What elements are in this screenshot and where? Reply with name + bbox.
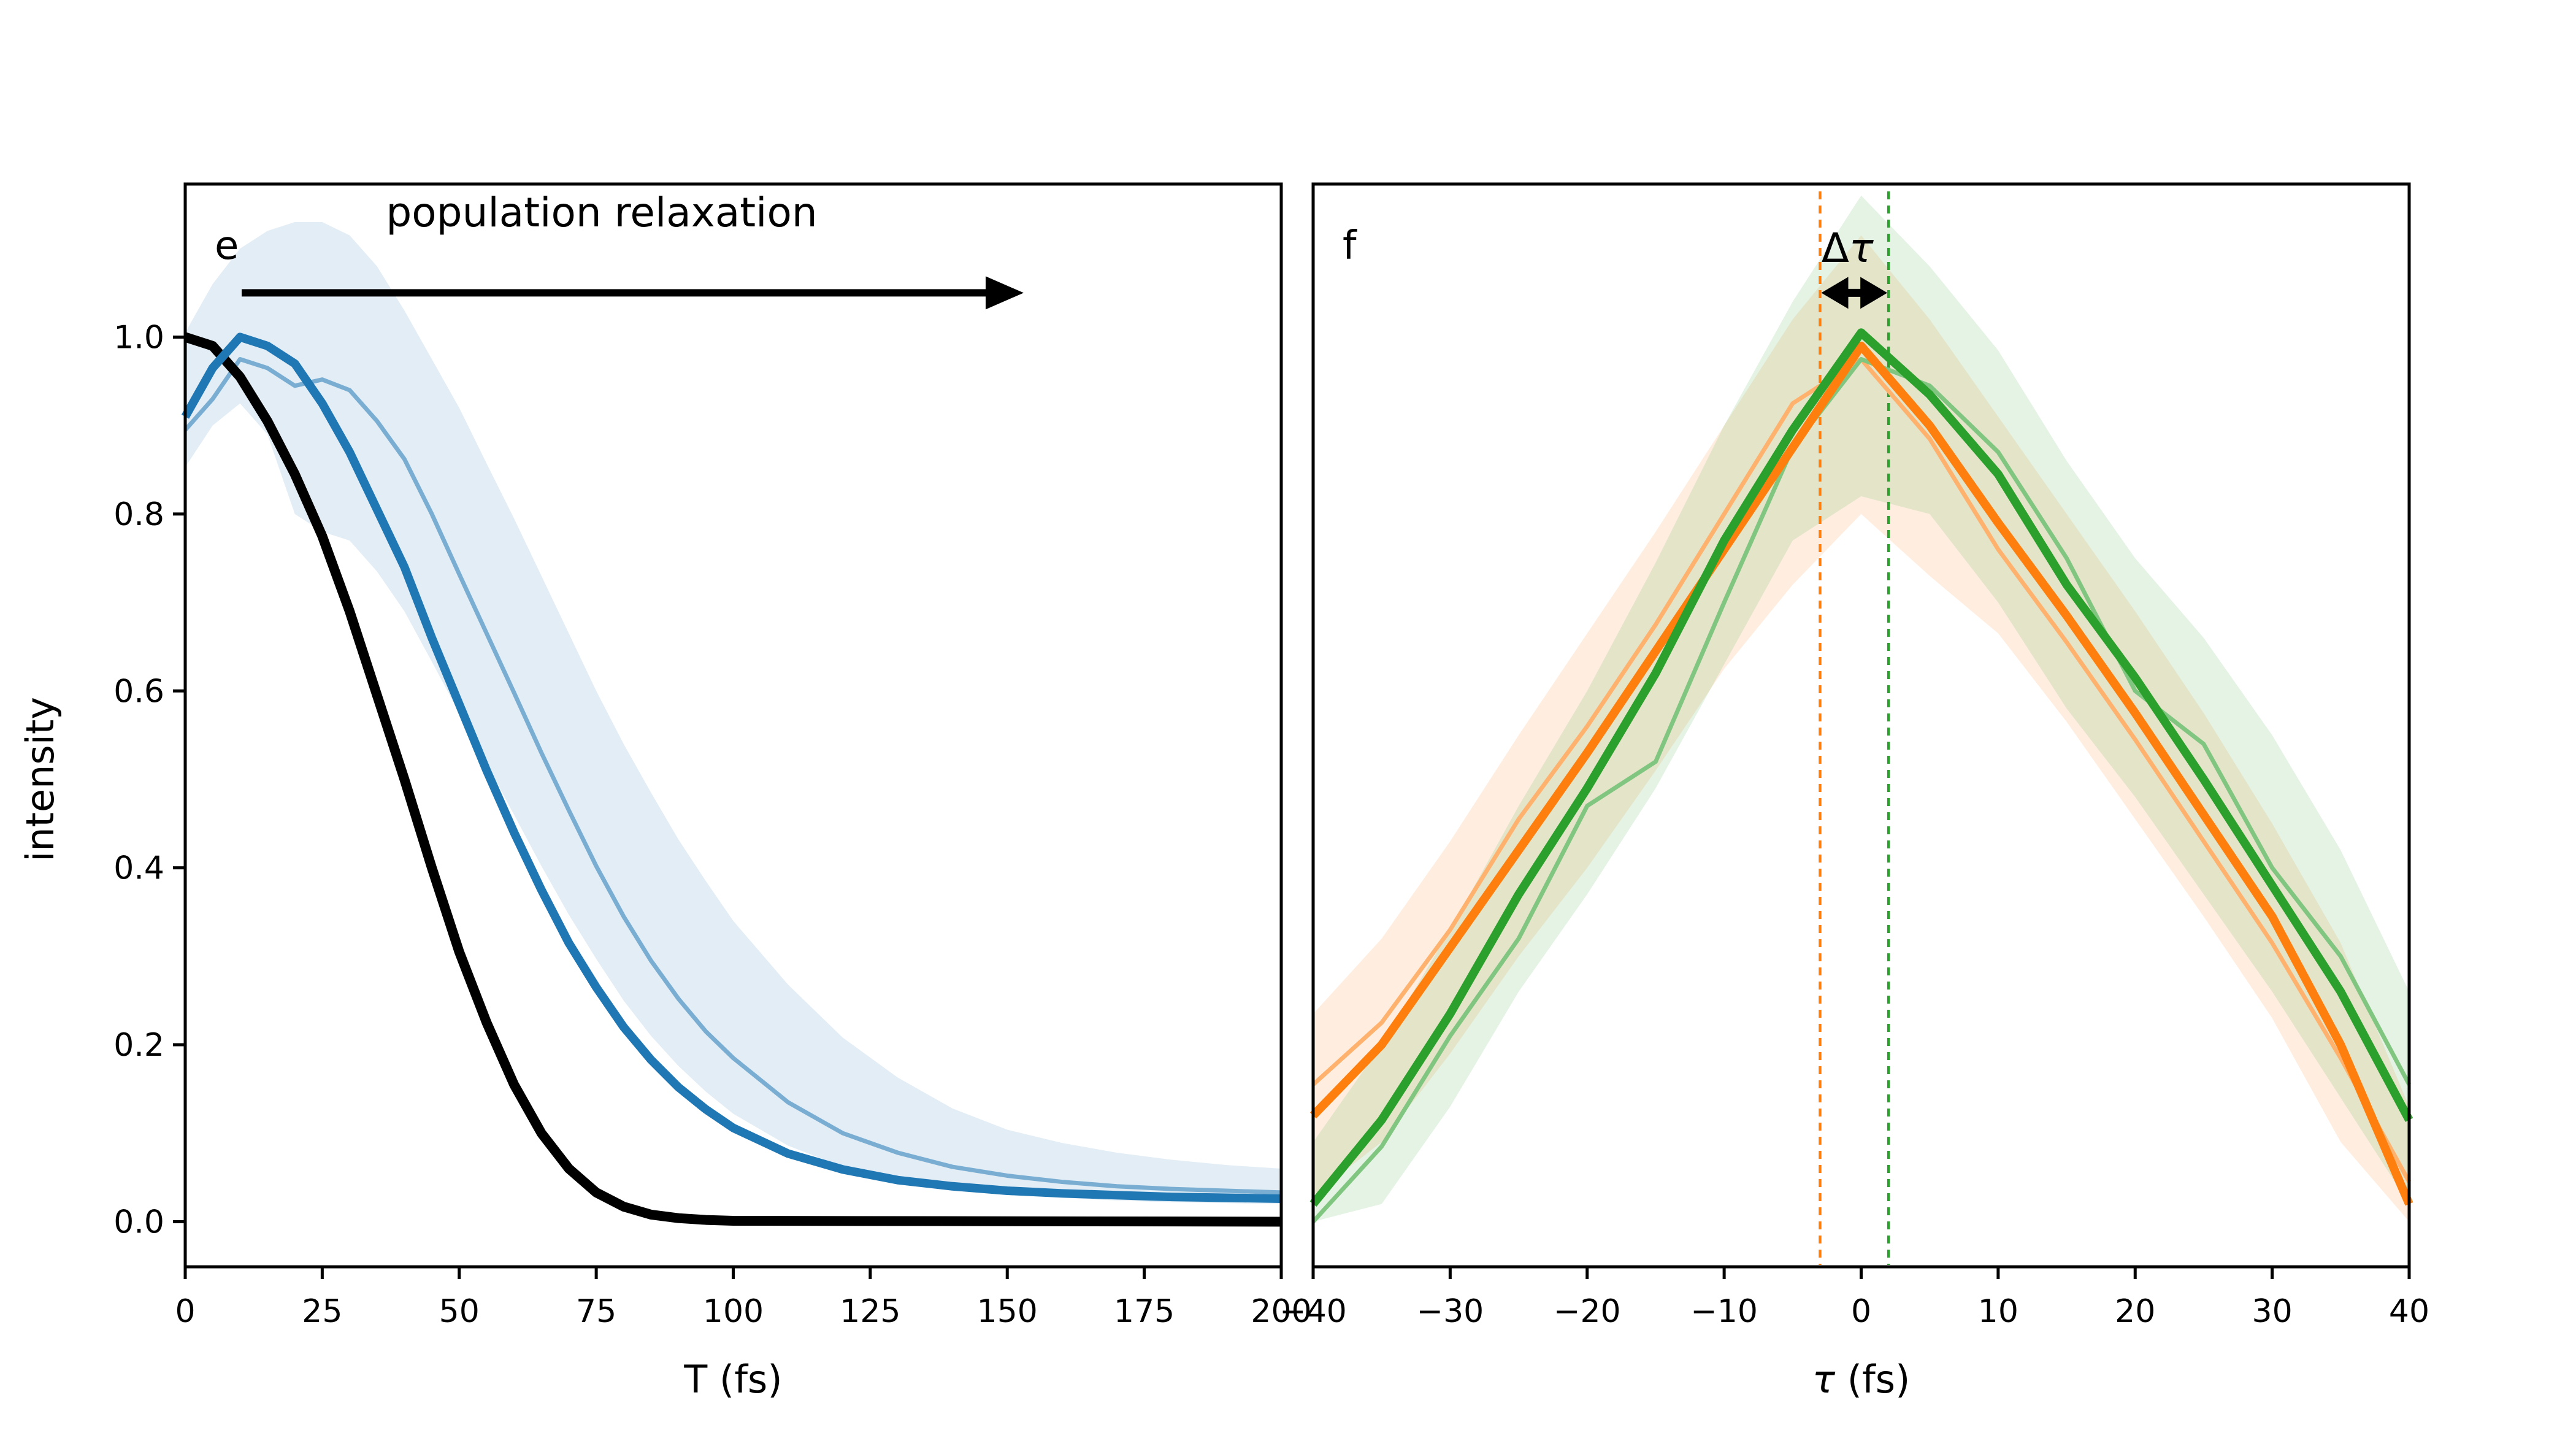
x-tick-label: 200: [1251, 1293, 1311, 1330]
single-run-thin-blue-curve: [183, 357, 1282, 1195]
panel-letter-label: f: [1343, 223, 1357, 269]
arrow-head-left-icon: [1821, 277, 1849, 309]
x-tick-label: −30: [1416, 1293, 1484, 1330]
x-tick-label: 125: [840, 1293, 900, 1330]
y-tick-label: 0.0: [113, 1204, 164, 1240]
mean-thick-blue-curve: [181, 332, 1282, 1203]
delta-tau-label: Δτ: [1822, 225, 1874, 272]
x-tick-label: 10: [1978, 1293, 2018, 1330]
single-run-thin-green-curve: [1311, 357, 2412, 1223]
y-tick-label: 1.0: [113, 319, 164, 356]
x-tick-label: 150: [977, 1293, 1038, 1330]
panel-e: 0 25 50 75 100 125 150 175 200 0.0 0.2 0.4 0.6 0.8 1.0…: [18, 182, 1312, 1402]
x-axis-label: τ (fs): [1812, 1357, 1911, 1402]
x-tick-label: 20: [2115, 1293, 2155, 1330]
orange-uncertainty-band: [1313, 235, 2409, 1222]
y-tick-label: 0.4: [113, 850, 164, 887]
x-tick-label: −20: [1554, 1293, 1621, 1330]
y-tick-label: 0.6: [113, 673, 164, 710]
blue-uncertainty-band: [185, 222, 1281, 1204]
x-tick-label: 30: [2252, 1293, 2293, 1330]
panel-letter-label: e: [215, 223, 239, 269]
y-tick-label: 0.2: [113, 1027, 164, 1064]
x-tick-label: 40: [2389, 1293, 2429, 1330]
panel-f: −40 −30 −20 −10 0 10 20 30 40 τ (fs) f Δτ: [1279, 182, 2429, 1402]
x-tick-label: 175: [1114, 1293, 1175, 1330]
x-tick-label: 25: [302, 1293, 342, 1330]
population-relaxation-label: population relaxation: [386, 189, 817, 236]
mean-thick-orange-curve: [1309, 341, 2413, 1206]
black-reference-curve: [183, 332, 1282, 1227]
arrow-head-right-icon: [1860, 277, 1888, 309]
x-axis-label: T (fs): [683, 1357, 782, 1402]
x-tick-label: 100: [703, 1293, 764, 1330]
x-tick-label: 75: [576, 1293, 616, 1330]
x-tick-label: 0: [175, 1293, 195, 1330]
x-tick-label: −40: [1279, 1293, 1347, 1330]
x-tick-label: −10: [1690, 1293, 1758, 1330]
y-axis-label: intensity: [18, 697, 63, 862]
arrow-head-icon: [986, 276, 1024, 310]
x-tick-label: 50: [439, 1293, 480, 1330]
green-uncertainty-band: [1313, 195, 2409, 1222]
y-tick-label: 0.8: [113, 496, 164, 533]
x-tick-label: 0: [1851, 1293, 1871, 1330]
mean-thick-green-curve: [1309, 328, 2413, 1207]
